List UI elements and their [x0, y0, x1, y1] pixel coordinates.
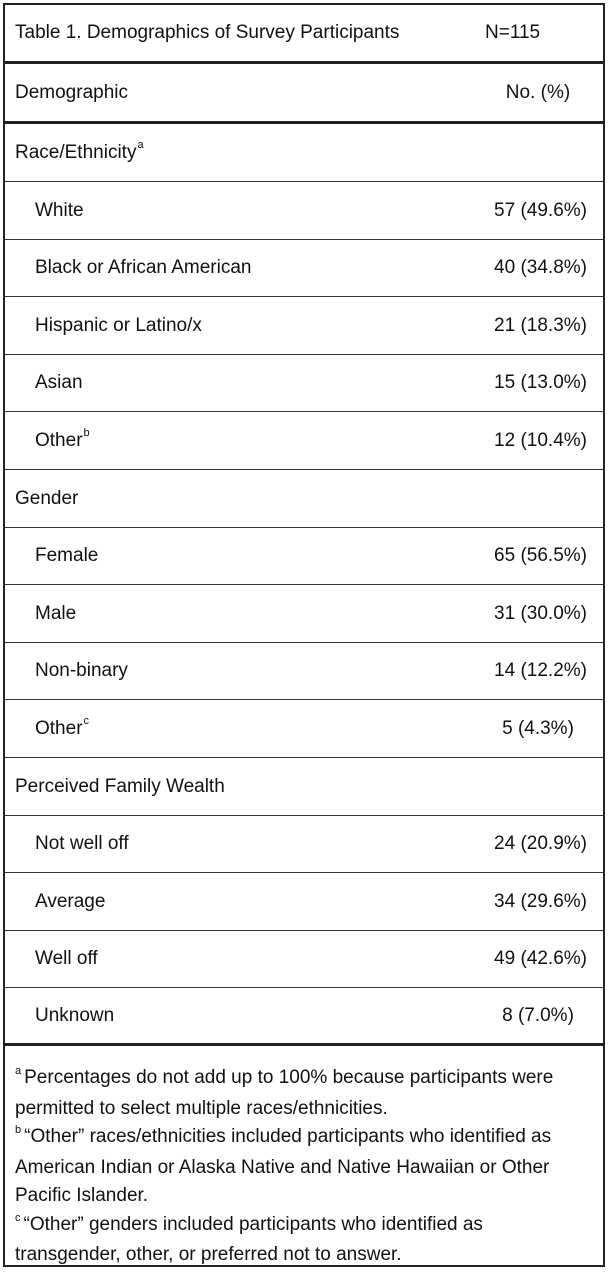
footnote-marker: a [137, 138, 144, 151]
footnote-marker: c [83, 714, 90, 727]
row-value: 14 (12.2%) [494, 659, 587, 681]
row-value: 31 (30.0%) [494, 602, 587, 624]
table-row: 34 (29.6%) Average [5, 873, 603, 931]
table-row: 15 (13.0%) Asian [5, 354, 603, 412]
footnote-mark: c [15, 1211, 21, 1224]
row-label: Black or African American [35, 256, 252, 278]
footnote-text: “Other” genders included participants wh… [15, 1213, 483, 1266]
row-value: 8 (7.0%) [502, 1004, 574, 1026]
table-header-row: Demographic No. (%) [5, 64, 603, 124]
table-row: 14 (12.2%) Non-binary [5, 642, 603, 700]
table-row: 5 (4.3%) Other c [5, 700, 603, 758]
table-row: 21 (18.3%) Hispanic or Latino/x [5, 297, 603, 355]
section-label: Gender [15, 487, 79, 509]
row-label: Other [35, 717, 83, 739]
footnote-text: “Other” races/ethnicities included parti… [15, 1126, 552, 1206]
row-label: Male [35, 602, 77, 624]
row-label: White [35, 199, 84, 221]
table-row: 8 (7.0%) Unknown [5, 988, 603, 1046]
header-demographic: Demographic [15, 81, 128, 103]
row-label: Female [35, 544, 99, 566]
row-label: Asian [35, 371, 83, 393]
table-row: 31 (30.0%) Male [5, 585, 603, 643]
row-label: Well off [35, 947, 98, 969]
demographics-table: Table 1. Demographics of Survey Particip… [3, 3, 605, 1267]
row-label: Average [35, 890, 106, 912]
table-title-row: Table 1. Demographics of Survey Particip… [5, 5, 603, 64]
footnote-mark: b [15, 1124, 22, 1136]
row-value: 57 (49.6%) [494, 199, 587, 221]
section-label: Perceived Family Wealth [15, 775, 225, 797]
section-label: Race/Ethnicity [15, 141, 137, 163]
row-label: Hispanic or Latino/x [35, 314, 202, 336]
row-value: 24 (20.9%) [494, 832, 587, 854]
footnote: a Percentages do not add up to 100% becau… [15, 1064, 593, 1123]
row-label: Unknown [35, 1004, 115, 1026]
row-label: Not well off [35, 832, 129, 854]
row-label: Other [35, 429, 83, 451]
table-row: 40 (34.8%) Black or African American [5, 239, 603, 297]
footnote-marker: b [83, 426, 90, 439]
footnote: b “Other” races/ethnicities included part… [15, 1123, 593, 1211]
row-value: 21 (18.3%) [494, 314, 587, 336]
footnote-text: Percentages do not add up to 100% becaus… [15, 1067, 554, 1119]
row-value: 40 (34.8%) [494, 256, 587, 278]
row-value: 12 (10.4%) [494, 429, 587, 451]
section-row: Race/Ethnicity a [5, 124, 603, 182]
row-label: Non-binary [35, 659, 128, 681]
table-row: 57 (49.6%) White [5, 182, 603, 240]
footnote-mark: a [15, 1065, 22, 1077]
row-value: 34 (29.6%) [494, 890, 587, 912]
table-title: Table 1. Demographics of Survey Particip… [15, 22, 400, 43]
row-value: 65 (56.5%) [494, 544, 587, 566]
section-row: Perceived Family Wealth [5, 758, 603, 816]
footnote: c “Other” genders included participants w… [15, 1211, 593, 1270]
row-value: 5 (4.3%) [502, 717, 574, 739]
table-row: 12 (10.4%) Other b [5, 412, 603, 470]
table-footnotes: a Percentages do not add up to 100% becau… [5, 1046, 603, 1265]
table-row: 24 (20.9%) Not well off [5, 815, 603, 873]
row-value: 49 (42.6%) [494, 947, 587, 969]
row-value: 15 (13.0%) [494, 371, 587, 393]
sample-size: N=115 [485, 22, 541, 43]
section-row: Gender [5, 470, 603, 528]
header-count: No. (%) [505, 81, 571, 103]
table-row: 49 (42.6%) Well off [5, 930, 603, 988]
table-row: 65 (56.5%) Female [5, 527, 603, 585]
